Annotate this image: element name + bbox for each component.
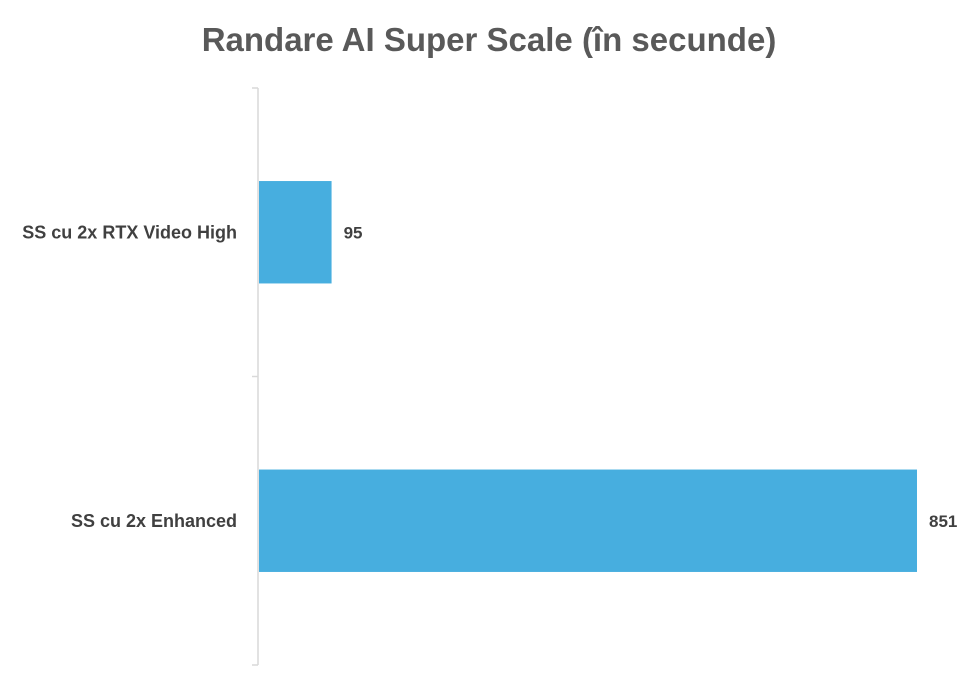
- bar: [259, 469, 917, 572]
- category-axis: [252, 87, 259, 666]
- bars: [259, 181, 917, 572]
- bar: [259, 181, 332, 284]
- data-label: 851: [929, 512, 957, 531]
- data-label: 95: [344, 223, 363, 242]
- category-label: SS cu 2x Enhanced: [71, 511, 237, 531]
- chart-title: Randare AI Super Scale (în secunde): [202, 21, 777, 58]
- category-label: SS cu 2x RTX Video High: [22, 222, 237, 242]
- labels: SS cu 2x RTX Video High 95 SS cu 2x Enhanc…: [22, 222, 957, 531]
